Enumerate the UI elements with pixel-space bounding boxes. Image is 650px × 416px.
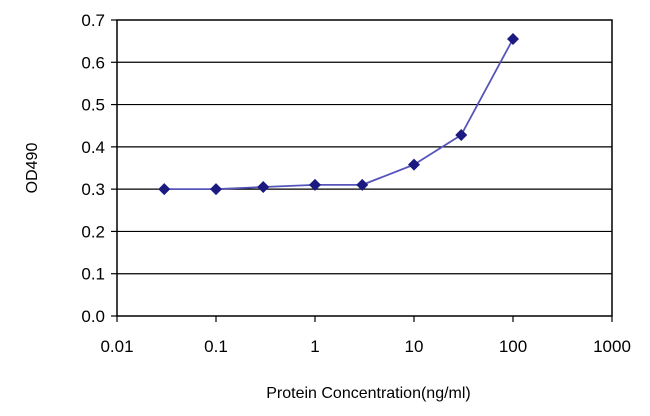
x-tick-label: 100 xyxy=(499,337,527,356)
x-axis-ticks: 0.01 0.1 1 10 100 1000 xyxy=(100,316,631,356)
y-tick-label: 0.1 xyxy=(81,265,105,284)
data-point xyxy=(210,183,222,196)
grid-lines xyxy=(117,61,612,275)
data-point xyxy=(257,181,270,194)
data-series xyxy=(158,33,519,196)
y-tick-label: 0.7 xyxy=(81,11,105,30)
y-tick-label: 0.3 xyxy=(81,180,105,199)
data-point xyxy=(408,158,420,171)
x-tick-label: 0.1 xyxy=(204,337,228,356)
x-tick-label: 1 xyxy=(310,337,319,356)
data-point xyxy=(507,33,519,46)
data-point xyxy=(158,183,171,196)
data-point xyxy=(356,178,369,191)
x-tick-label: 0.01 xyxy=(100,337,133,356)
x-tick-label: 10 xyxy=(405,337,424,356)
y-tick-label: 0.6 xyxy=(81,53,105,72)
data-point xyxy=(309,178,321,191)
plot-frame xyxy=(116,19,613,317)
y-tick-label: 0.2 xyxy=(81,222,105,241)
x-axis-title: Protein Concentration(ng/ml) xyxy=(266,385,471,402)
x-tick-label: 1000 xyxy=(593,337,631,356)
y-tick-label: 0.4 xyxy=(81,138,105,157)
y-tick-label: 0.5 xyxy=(81,96,105,115)
series-line xyxy=(164,38,514,191)
data-point xyxy=(455,129,468,142)
y-axis-title: OD490 xyxy=(24,143,41,194)
y-tick-label: 0.0 xyxy=(81,307,105,326)
y-axis-ticks: 0.0 0.1 0.2 0.3 0.4 0.5 0.6 0.7 xyxy=(81,11,117,326)
